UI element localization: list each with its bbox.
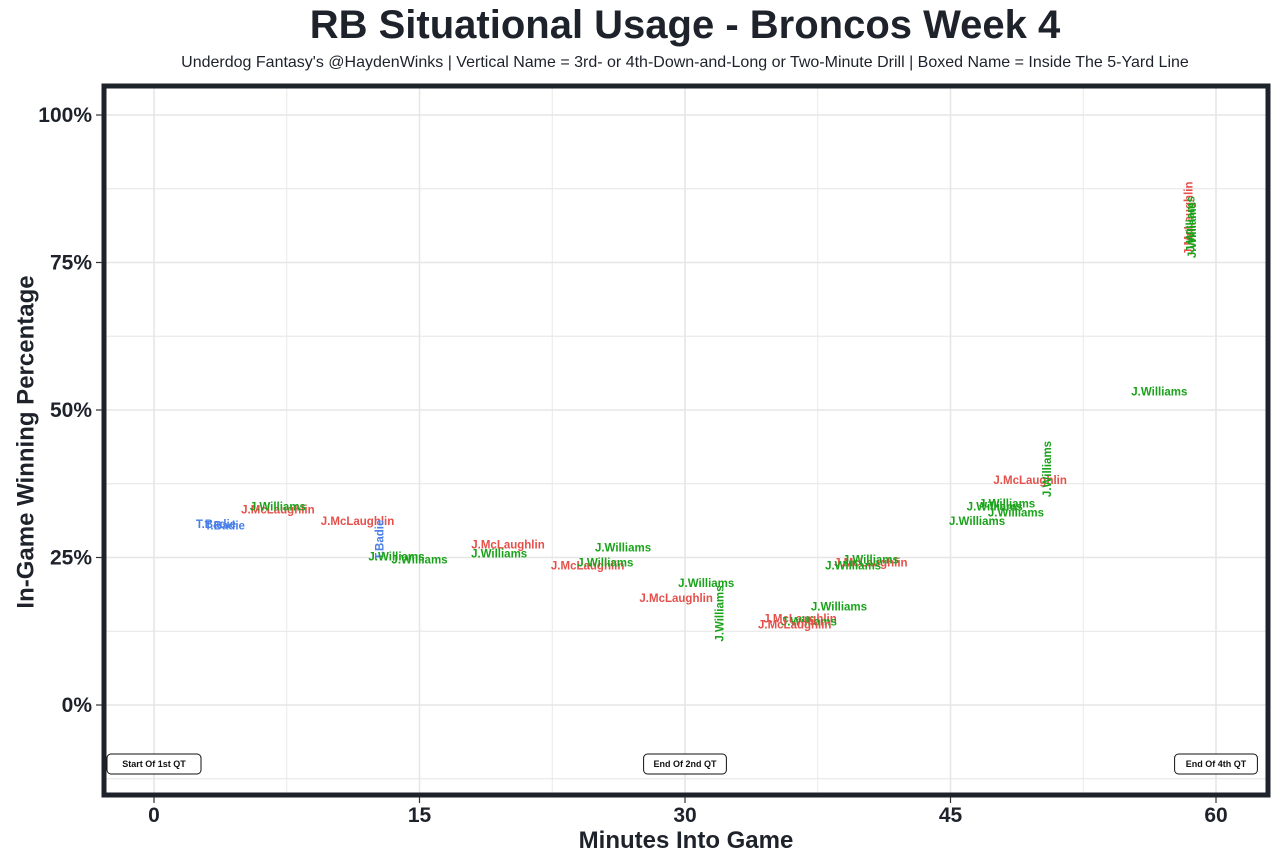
point-label: J.McLaughlin bbox=[639, 593, 712, 605]
y-tick-label: 100% bbox=[38, 104, 92, 127]
x-tick-label: 45 bbox=[939, 804, 963, 827]
point-label: J.McLaughlin bbox=[763, 613, 836, 625]
x-tick-label: 15 bbox=[408, 804, 432, 827]
point-label: J.Williams bbox=[678, 578, 734, 590]
axis-ticks: 0 15 30 45 60 0% 25% 50% 75% 100% bbox=[38, 104, 1227, 827]
point-label: J.Williams bbox=[781, 616, 837, 628]
point-label: J.Williams bbox=[250, 501, 306, 513]
y-tick-label: 75% bbox=[50, 252, 92, 275]
point-label: J.Williams bbox=[843, 554, 899, 566]
x-tick-label: 30 bbox=[673, 804, 696, 827]
quarter-marker-box bbox=[1174, 753, 1258, 775]
point-label: J.McLaughlin bbox=[471, 540, 544, 552]
point-label: T.Badie bbox=[196, 519, 236, 531]
point-label: J.McLaughlin bbox=[1183, 182, 1195, 255]
point-label: J.Williams bbox=[471, 549, 527, 561]
point-label: T.Badie bbox=[205, 520, 245, 532]
quarter-marker-box bbox=[643, 753, 727, 775]
y-tick-label: 50% bbox=[50, 399, 92, 422]
point-label: J.Williams bbox=[1131, 386, 1187, 398]
point-label: J.Williams bbox=[949, 516, 1005, 528]
point-label: J.McLaughlin bbox=[758, 619, 831, 631]
x-tick-label: 0 bbox=[148, 804, 160, 827]
y-tick-label: 0% bbox=[62, 694, 93, 717]
point-label: J.Williams bbox=[577, 557, 633, 569]
point-label: J.Williams bbox=[988, 507, 1044, 519]
point-label: J.Williams bbox=[714, 585, 726, 641]
quarter-marker-label: Start Of 1st QT bbox=[122, 759, 186, 769]
point-label: J.McLaughlin bbox=[551, 560, 624, 572]
y-axis-title: In-Game Winning Percentage bbox=[12, 275, 39, 608]
point-label: T.Badie bbox=[375, 520, 387, 560]
quarter-marker-label: End Of 2nd QT bbox=[654, 759, 717, 769]
x-tick-label: 60 bbox=[1204, 804, 1227, 827]
point-label: J.McLaughlin bbox=[321, 516, 394, 528]
x-axis-title: Minutes Into Game bbox=[579, 827, 794, 854]
point-label: J.Williams bbox=[811, 602, 867, 614]
quarter-markers: Start Of 1st QT End Of 2nd QT End Of 4th Q… bbox=[106, 753, 1258, 775]
quarter-marker-label: End Of 4th QT bbox=[1186, 759, 1247, 769]
point-label: J.Williams bbox=[1042, 441, 1054, 497]
point-label: J.Williams bbox=[368, 552, 424, 564]
chart-title: RB Situational Usage - Broncos Week 4 bbox=[309, 3, 1061, 47]
data-points: T.BadieT.BadieJ.McLaughlinJ.WilliamsJ.Mc… bbox=[196, 182, 1199, 642]
point-label: J.Williams bbox=[979, 498, 1035, 510]
point-label: J.Williams bbox=[595, 543, 651, 555]
point-label: J.Williams bbox=[825, 560, 881, 572]
quarter-marker-box bbox=[106, 753, 202, 775]
plot-frame bbox=[101, 83, 1271, 798]
point-label: J.Williams bbox=[967, 501, 1023, 513]
grid bbox=[104, 86, 1268, 795]
y-tick-label: 25% bbox=[50, 547, 92, 570]
point-label: J.McLaughlin bbox=[834, 557, 907, 569]
point-label: J.McLaughlin bbox=[993, 475, 1066, 487]
point-label: J.McLaughlin bbox=[241, 504, 314, 516]
chart-subtitle: Underdog Fantasy's @HaydenWinks | Vertic… bbox=[181, 54, 1189, 71]
point-label: J.Williams bbox=[1187, 202, 1199, 258]
point-label: J.Williams bbox=[391, 554, 447, 566]
point-label: J.Williams bbox=[1185, 196, 1197, 252]
